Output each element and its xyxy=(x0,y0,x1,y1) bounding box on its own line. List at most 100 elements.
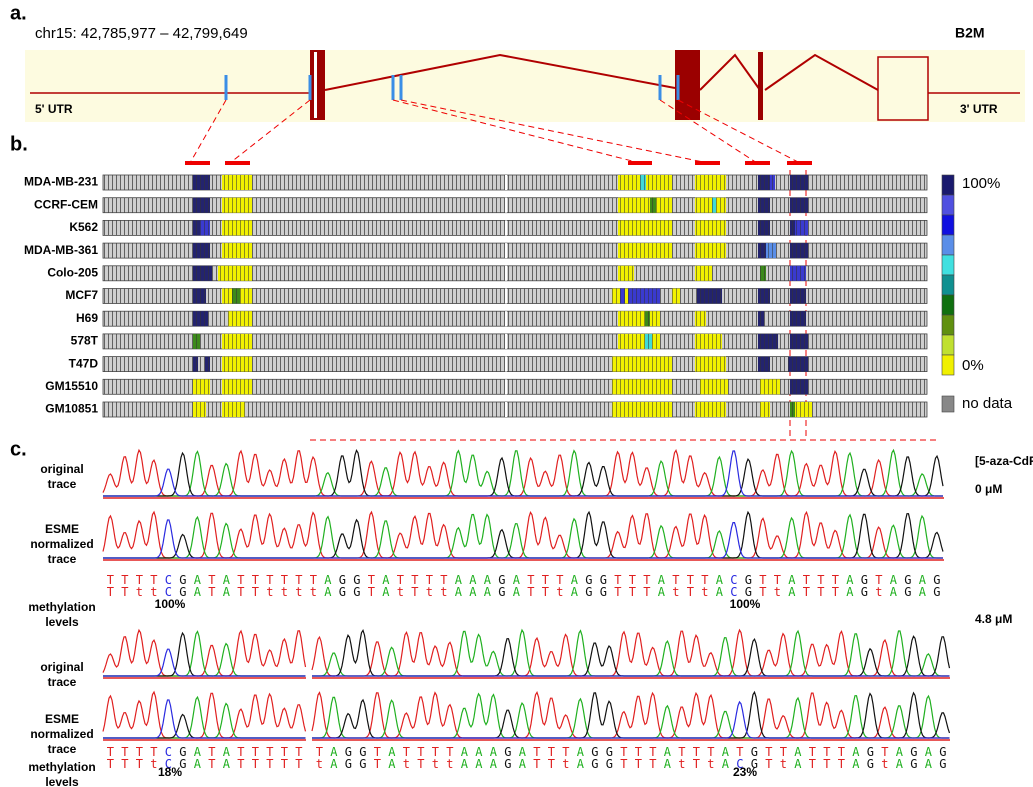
heatmap-cell-lines xyxy=(760,402,770,417)
heatmap-cell-lines xyxy=(712,198,716,213)
panel-label: b. xyxy=(10,133,28,155)
heatmap-cell-lines xyxy=(222,243,252,258)
heatmap-cell-lines xyxy=(760,266,766,281)
row-label: levels xyxy=(45,775,79,787)
heatmap-cell-lines xyxy=(770,175,775,190)
heatmap-cell-lines xyxy=(228,311,252,326)
heatmap-gap xyxy=(505,243,507,258)
heatmap-cell-lines xyxy=(645,334,652,349)
cell-line-label: K562 xyxy=(69,220,98,234)
methylation-value: 23% xyxy=(733,765,757,779)
heatmap-cell-lines xyxy=(222,198,252,213)
heatmap-gap xyxy=(505,402,507,417)
legend-label: no data xyxy=(962,395,1013,412)
row-label: normalized xyxy=(30,537,93,551)
legend-swatch xyxy=(942,355,954,375)
legend-swatch xyxy=(942,396,954,412)
heatmap-cell-lines xyxy=(760,379,780,394)
heatmap-cell-lines xyxy=(618,220,672,235)
row-label: ESME xyxy=(45,712,79,726)
heatmap-cell-lines xyxy=(758,334,778,349)
row-label: trace xyxy=(48,552,77,566)
heatmap-gap xyxy=(505,357,507,372)
heatmap-cell-lines xyxy=(790,289,806,304)
heatmap-cell-lines xyxy=(695,402,726,417)
exon xyxy=(310,50,325,120)
heatmap-cell-lines xyxy=(612,379,672,394)
heatmap-cell-lines xyxy=(222,379,252,394)
base-sequence: TTTTCGATATTTTTTAGGTATTTTAAAGATTTAGGTTTAT… xyxy=(107,573,941,587)
cell-line-label: GM10851 xyxy=(45,402,98,416)
heatmap-cell-lines xyxy=(790,243,808,258)
heatmap-cell-lines xyxy=(695,243,726,258)
exon-detail xyxy=(314,52,317,118)
panel-label: a. xyxy=(10,2,27,24)
cell-line-label: Colo-205 xyxy=(47,265,98,279)
heatmap-cell-lines xyxy=(640,175,646,190)
heatmap-cell-lines xyxy=(758,357,770,372)
legend-swatch xyxy=(942,215,954,235)
heatmap-cell-lines xyxy=(205,357,210,372)
base-sequence: tAGGTAtTttAAAGATTtAGGTTTAtTtACGTtATTTAGt… xyxy=(316,757,947,771)
heatmap-cell-lines xyxy=(650,198,656,213)
heatmap-cell-lines xyxy=(222,220,252,235)
panel-label: c. xyxy=(10,438,27,460)
heatmap-cell-lines xyxy=(193,198,210,213)
heatmap-cell-lines xyxy=(672,289,680,304)
heatmap-cell-lines xyxy=(758,220,770,235)
utr-label: 3' UTR xyxy=(960,102,998,116)
legend-swatch xyxy=(942,175,954,195)
trace-esme xyxy=(312,702,950,738)
trace-original xyxy=(103,632,306,677)
cell-line-label: T47D xyxy=(69,356,99,370)
heatmap-cell-lines xyxy=(612,357,672,372)
legend-swatch xyxy=(942,255,954,275)
methylation-value: 100% xyxy=(730,597,761,611)
heatmap-cell-lines xyxy=(790,402,795,417)
legend-swatch xyxy=(942,275,954,295)
heatmap-cell-lines xyxy=(795,402,812,417)
heatmap-cell-lines xyxy=(700,379,728,394)
heatmap-cell-lines xyxy=(193,243,210,258)
cell-line-label: MDA-MB-361 xyxy=(24,243,98,257)
heatmap-cell-lines xyxy=(695,266,712,281)
heatmap-cell-lines xyxy=(697,289,722,304)
legend-swatch xyxy=(942,235,954,255)
heatmap-cell-lines xyxy=(618,311,660,326)
locus: chr15: 42,785,977 – 42,799,649 xyxy=(35,25,248,42)
legend-swatch xyxy=(942,335,954,355)
base-sequence: TTTtCGATATTTTT xyxy=(107,757,303,771)
row-label: trace xyxy=(48,742,77,756)
heatmap-cell-lines xyxy=(193,289,206,304)
dose-label: 0 μM xyxy=(975,482,1002,496)
heatmap-cell-lines xyxy=(222,402,245,417)
heatmap-cell-lines xyxy=(193,334,200,349)
heatmap-cell-lines xyxy=(758,311,764,326)
heatmap-gap xyxy=(505,198,507,213)
heatmap-gap xyxy=(505,334,507,349)
heatmap-cell-lines xyxy=(695,175,726,190)
heatmap-cell-lines xyxy=(232,289,240,304)
heatmap-gap xyxy=(505,379,507,394)
legend-swatch xyxy=(942,195,954,215)
heatmap-cell-lines xyxy=(758,289,770,304)
heatmap-cell-lines xyxy=(218,266,252,281)
heatmap-cell-lines xyxy=(193,266,212,281)
heatmap-cell-lines xyxy=(618,198,672,213)
dose-label: 4.8 μM xyxy=(975,612,1012,626)
heatmap-cell-lines xyxy=(618,266,634,281)
gene-name: B2M xyxy=(955,25,985,41)
row-label: original xyxy=(40,660,83,674)
heatmap-cell-lines xyxy=(625,289,628,304)
heatmap-cell-lines xyxy=(790,334,808,349)
legend-swatch xyxy=(942,295,954,315)
heatmap-cell-lines xyxy=(695,357,726,372)
heatmap-gap xyxy=(505,175,507,190)
utr-label: 5' UTR xyxy=(35,102,73,116)
heatmap-cell-lines xyxy=(695,198,726,213)
heatmap-gap xyxy=(505,220,507,235)
legend-swatch xyxy=(942,315,954,335)
heatmap-cell-lines xyxy=(788,357,808,372)
heatmap-cell-lines xyxy=(612,289,620,304)
